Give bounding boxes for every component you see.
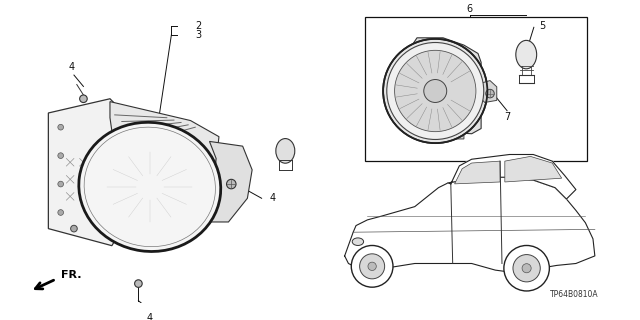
Circle shape	[486, 89, 494, 98]
Circle shape	[58, 153, 63, 158]
Text: 4: 4	[69, 62, 75, 73]
Polygon shape	[406, 38, 481, 134]
Ellipse shape	[516, 40, 537, 69]
Circle shape	[383, 39, 488, 143]
Circle shape	[70, 225, 77, 232]
Text: 4: 4	[147, 313, 153, 320]
Text: 7: 7	[504, 112, 510, 122]
Text: 3: 3	[196, 30, 202, 40]
Text: FR.: FR.	[61, 270, 81, 280]
Circle shape	[58, 210, 63, 215]
Circle shape	[351, 245, 393, 287]
Polygon shape	[110, 102, 219, 198]
Polygon shape	[481, 81, 497, 102]
Circle shape	[368, 262, 376, 270]
Polygon shape	[415, 129, 464, 139]
Circle shape	[395, 50, 476, 132]
Circle shape	[522, 264, 531, 273]
Circle shape	[424, 80, 447, 102]
Ellipse shape	[79, 122, 221, 252]
Polygon shape	[454, 161, 500, 184]
Bar	[365, 17, 587, 161]
Polygon shape	[203, 141, 252, 222]
Text: 2: 2	[196, 21, 202, 31]
Text: 6: 6	[467, 4, 473, 14]
Circle shape	[387, 43, 484, 140]
Polygon shape	[448, 155, 576, 199]
Text: 4: 4	[269, 193, 275, 203]
Polygon shape	[345, 177, 595, 272]
Polygon shape	[505, 156, 562, 182]
Circle shape	[79, 95, 87, 102]
Circle shape	[134, 280, 142, 287]
Circle shape	[227, 179, 236, 189]
Polygon shape	[49, 99, 116, 246]
Circle shape	[58, 124, 63, 130]
Circle shape	[360, 254, 385, 279]
Text: 5: 5	[540, 21, 546, 31]
Ellipse shape	[276, 139, 295, 163]
Text: TP64B0810A: TP64B0810A	[550, 290, 599, 299]
Circle shape	[513, 255, 540, 282]
Ellipse shape	[352, 238, 364, 245]
Circle shape	[504, 245, 549, 291]
Circle shape	[58, 181, 63, 187]
